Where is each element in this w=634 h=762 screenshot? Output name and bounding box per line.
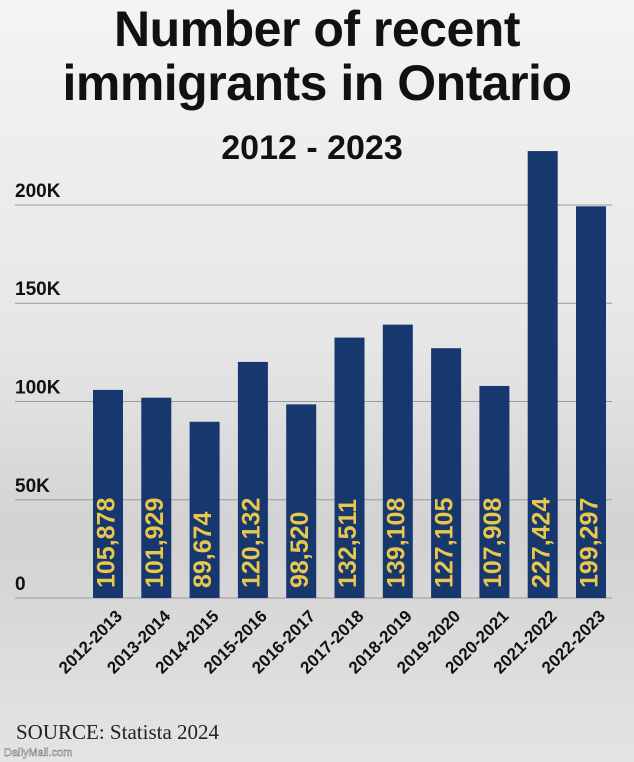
bar <box>431 348 462 598</box>
value-label: 98,520 <box>286 512 314 588</box>
bar <box>382 324 413 598</box>
bar <box>141 397 172 598</box>
bar <box>334 337 365 598</box>
value-label: 227,424 <box>527 498 555 588</box>
bar <box>576 206 606 598</box>
bar <box>189 421 220 598</box>
chart-subtitle: 2012 - 2023 <box>221 129 403 167</box>
value-label: 89,674 <box>189 511 217 588</box>
bar <box>527 151 558 599</box>
value-label: 101,929 <box>141 498 169 588</box>
source: SOURCE: Statista 2024 <box>16 720 220 744</box>
value-label: 199,297 <box>576 498 604 588</box>
value-label: 139,108 <box>382 498 410 588</box>
y-tick-label: 150K <box>15 279 61 300</box>
y-tick-label: 100K <box>15 377 61 398</box>
y-tick-label: 50K <box>15 476 50 497</box>
value-label: 132,511 <box>334 499 362 588</box>
y-tick-label: 0 <box>15 574 26 595</box>
chart-title: Number of recent immigrants in Ontario <box>62 1 572 111</box>
watermark: DailyMail.com <box>4 747 72 759</box>
value-label: 127,105 <box>431 498 459 588</box>
y-tick-label: 200K <box>15 181 61 202</box>
value-label: 105,878 <box>93 498 121 588</box>
value-label: 107,908 <box>479 498 507 588</box>
bar <box>237 361 268 598</box>
bar <box>93 389 123 598</box>
bar <box>479 385 510 598</box>
bar <box>286 404 317 598</box>
value-label: 120,132 <box>238 498 266 588</box>
